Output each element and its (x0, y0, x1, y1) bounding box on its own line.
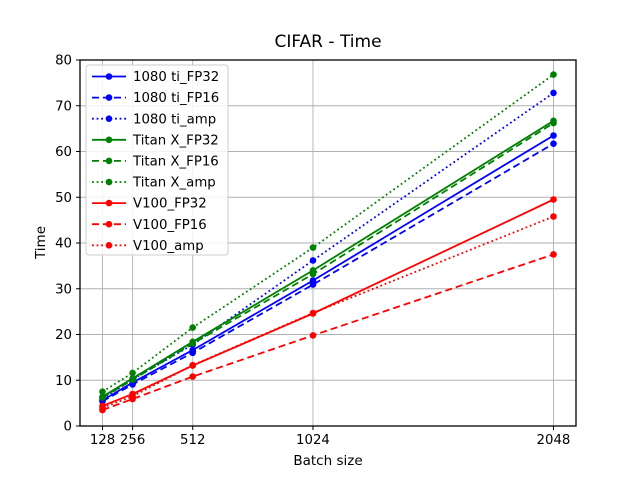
legend-marker (105, 73, 113, 80)
legend-entry: Titan X_amp (92, 176, 216, 191)
legend-box (85, 64, 229, 256)
y-tick-label: 80 (55, 54, 72, 69)
data-point-marker (309, 270, 317, 278)
data-point-marker (129, 376, 136, 384)
data-point-marker (99, 394, 106, 401)
data-point-marker (550, 119, 557, 127)
data-point-marker (550, 213, 557, 220)
x-axis-label: Batch size (293, 453, 362, 469)
y-axis-label: Time (33, 226, 49, 260)
data-point-marker (550, 71, 557, 78)
data-point-marker (550, 89, 557, 97)
y-tick-label: 30 (55, 282, 72, 297)
data-point-marker (550, 251, 557, 258)
data-point-marker (309, 309, 317, 317)
series-line (102, 253, 554, 411)
axis-ticks: 128 256 512 1024 2048 0 10 20 30 40 50 60 70 80 (55, 54, 570, 448)
x-tick-label: 1024 (296, 433, 330, 448)
y-tick-label: 10 (55, 374, 72, 389)
legend-label: Titan X_amp (132, 176, 216, 191)
data-point-marker (189, 361, 196, 369)
chart-legend: 1080 ti_FP32 1080 ti_FP16 1080 ti_amp Titan… (85, 64, 229, 256)
data-point-marker (309, 281, 317, 288)
y-tick-label: 70 (55, 99, 72, 114)
series-titan-x-amp (99, 71, 557, 396)
legend-label: 1080 ti_FP16 (133, 91, 219, 106)
legend-entry: Titan X_FP16 (92, 155, 219, 170)
legend-marker (105, 157, 113, 165)
y-tick-label: 40 (55, 237, 72, 252)
y-tick-label: 20 (55, 328, 72, 343)
data-point-marker (189, 340, 196, 347)
legend-entry: V100_amp (92, 239, 204, 254)
legend-label: V100_amp (133, 239, 204, 254)
legend-entry: Titan X_FP32 (92, 133, 219, 148)
legend-marker (105, 242, 113, 249)
legend-marker (105, 178, 113, 186)
data-point-marker (99, 404, 106, 412)
data-point-marker (189, 349, 196, 357)
chart-title: CIFAR - Time (274, 32, 381, 52)
y-tick-label: 60 (55, 145, 72, 160)
legend-label: Titan X_FP16 (132, 155, 219, 170)
legend-marker (105, 115, 113, 122)
data-series (99, 71, 557, 414)
data-point-marker (129, 393, 136, 400)
legend-marker (105, 136, 113, 144)
legend-entry: 1080 ti_FP32 (92, 70, 219, 85)
data-point-marker (189, 324, 196, 331)
y-tick-label: 50 (55, 191, 72, 206)
legend-marker (105, 199, 113, 207)
legend-marker (105, 220, 113, 228)
legend-entry: 1080 ti_amp (92, 112, 216, 127)
data-point-marker (550, 196, 557, 203)
x-tick-label: 256 (120, 433, 145, 448)
legend-label: Titan X_FP32 (132, 133, 219, 148)
legend-label: 1080 ti_FP32 (133, 70, 219, 85)
legend-label: V100_FP16 (133, 218, 207, 233)
x-tick-label: 512 (180, 433, 205, 448)
x-tick-label: 128 (90, 433, 115, 448)
data-point-marker (309, 332, 317, 339)
legend-entry: 1080 ti_FP16 (92, 91, 219, 106)
data-point-marker (550, 132, 557, 139)
legend-marker (105, 94, 113, 101)
y-tick-label: 0 (64, 420, 72, 435)
data-point-marker (99, 388, 106, 396)
data-point-marker (309, 257, 317, 264)
data-point-marker (550, 140, 557, 147)
series-titan-x-fp16 (99, 119, 557, 401)
data-point-marker (309, 244, 317, 251)
legend-entry: V100_FP16 (92, 218, 207, 233)
legend-label: 1080 ti_amp (133, 112, 216, 127)
data-point-marker (129, 381, 136, 388)
x-tick-label: 2048 (537, 433, 571, 448)
series-v100-amp (99, 213, 557, 412)
legend-label: V100_FP32 (133, 197, 207, 212)
legend-entry: V100_FP32 (92, 197, 207, 212)
data-point-marker (189, 373, 196, 380)
data-point-marker (129, 369, 136, 377)
